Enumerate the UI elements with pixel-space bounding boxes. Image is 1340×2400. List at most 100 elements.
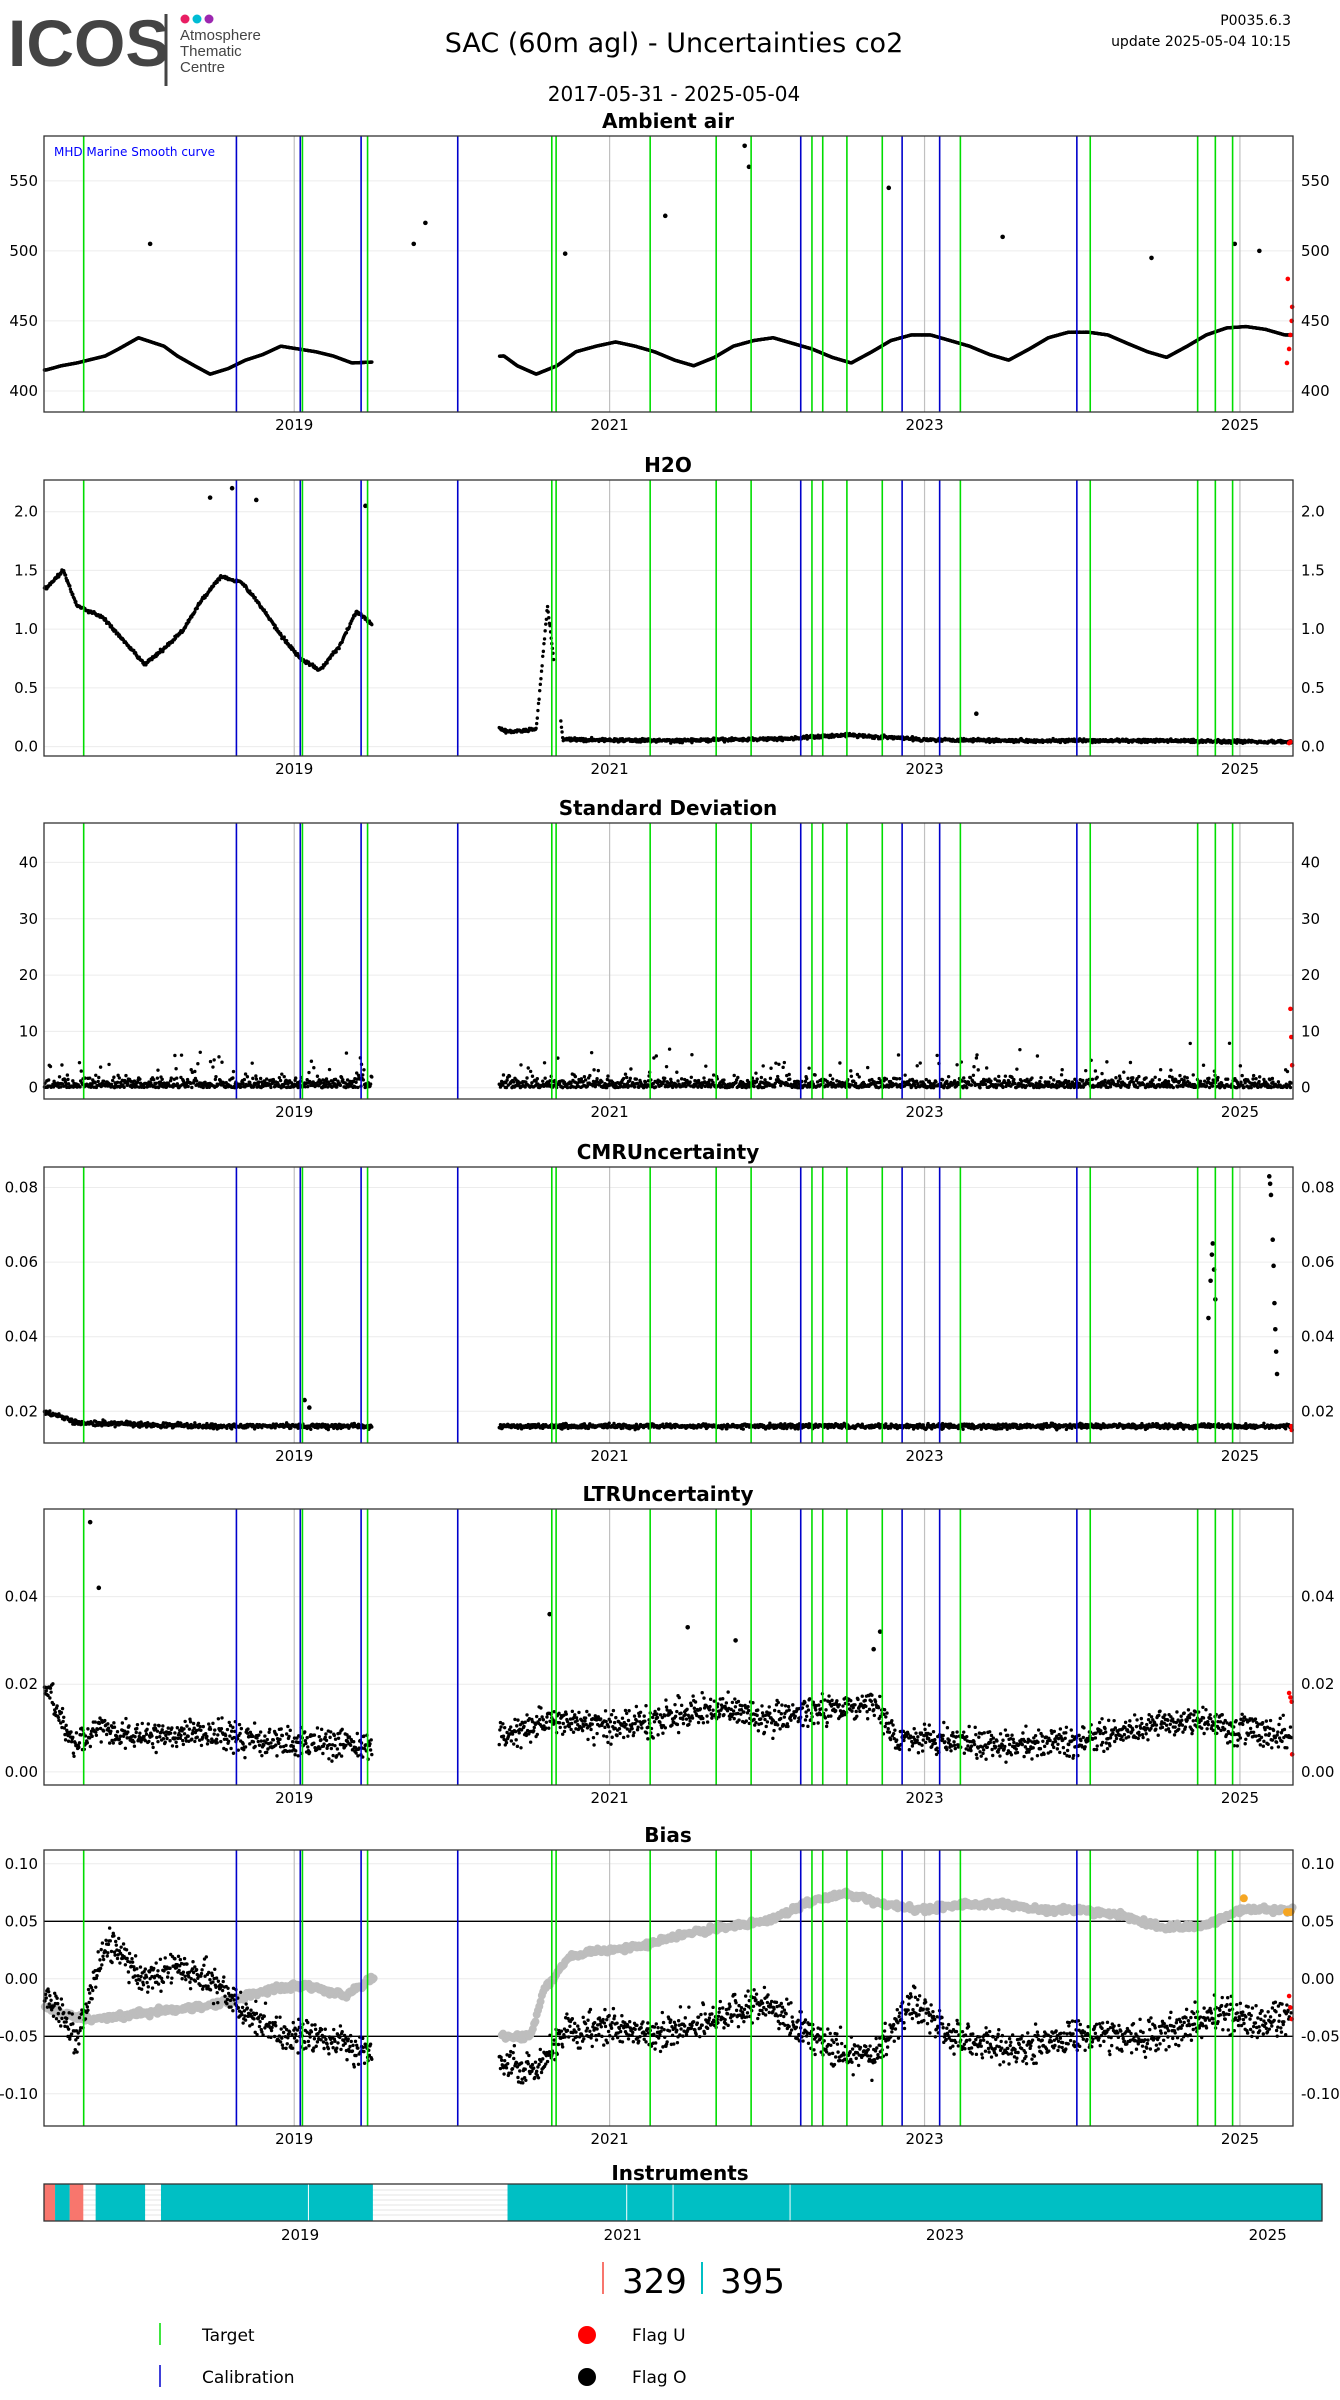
data-point xyxy=(534,726,538,731)
data-point xyxy=(46,1078,51,1082)
data-point xyxy=(530,1074,535,1078)
data-point xyxy=(307,1070,311,1075)
data-point xyxy=(126,1081,130,1086)
data-point xyxy=(142,1085,146,1090)
y-tick-label-right: 0.0 xyxy=(1301,738,1325,756)
data-point xyxy=(886,185,892,191)
data-point xyxy=(96,1079,100,1084)
data-point xyxy=(542,637,547,641)
data-point xyxy=(74,600,78,604)
data-point xyxy=(334,650,338,654)
data-point xyxy=(293,1076,298,1080)
logo-dot-2-icon xyxy=(192,14,202,24)
data-point xyxy=(59,1085,63,1089)
data-point xyxy=(536,708,540,713)
data-point xyxy=(211,1065,215,1069)
data-point xyxy=(217,1055,221,1059)
data-point xyxy=(195,606,199,611)
data-point xyxy=(101,1079,106,1083)
data-point xyxy=(229,485,235,491)
data-point xyxy=(370,1075,374,1079)
y-tick-label-right: 550 xyxy=(1301,172,1330,190)
x-tick-label: 2025 xyxy=(1221,416,1259,434)
data-point xyxy=(501,1073,506,1077)
x-tick-label: 2023 xyxy=(905,1103,943,1121)
data-point xyxy=(324,1077,329,1081)
y-tick-label-right: 20 xyxy=(1301,966,1320,984)
data-point xyxy=(194,1079,199,1083)
data-point xyxy=(65,1073,70,1077)
panel-annotation: MHD Marine Smooth curve xyxy=(54,145,215,159)
data-point xyxy=(541,649,546,654)
data-point xyxy=(175,1076,179,1080)
data-point xyxy=(77,1060,82,1065)
data-point xyxy=(160,1077,164,1081)
data-point xyxy=(156,1068,160,1072)
data-point xyxy=(254,1077,259,1081)
data-point xyxy=(1000,234,1005,240)
y-tick-label: 400 xyxy=(9,382,38,400)
data-point xyxy=(282,1074,286,1079)
data-point xyxy=(198,1050,202,1054)
data-point xyxy=(122,1085,126,1089)
y-tick-label-right: 30 xyxy=(1301,910,1320,928)
data-point xyxy=(1286,346,1292,352)
data-point xyxy=(112,1075,116,1079)
data-point xyxy=(344,1051,349,1055)
data-points xyxy=(42,1041,1293,1090)
data-point xyxy=(155,1076,160,1080)
data-point xyxy=(71,592,75,597)
y-tick-label-right: 500 xyxy=(1301,242,1330,260)
data-point xyxy=(315,1074,320,1078)
plot-frame xyxy=(43,135,1294,413)
data-point xyxy=(196,1062,200,1066)
data-point xyxy=(251,1076,255,1081)
x-tick-label: 2021 xyxy=(591,416,629,434)
data-point xyxy=(347,625,352,629)
logo-line-2: Thematic xyxy=(180,43,242,60)
data-point xyxy=(93,1081,97,1085)
data-point xyxy=(540,664,544,668)
data-point xyxy=(117,1076,122,1080)
data-point xyxy=(543,1076,547,1080)
data-point xyxy=(546,610,550,614)
data-point xyxy=(306,1084,310,1089)
logo-dot-1-icon xyxy=(180,14,190,24)
data-point xyxy=(368,1082,373,1086)
data-point xyxy=(257,1080,261,1084)
data-point xyxy=(147,241,153,247)
data-point xyxy=(562,251,568,256)
data-point xyxy=(526,1066,530,1070)
data-point xyxy=(186,1084,190,1089)
data-point xyxy=(214,1074,218,1079)
y-tick-label: 2.0 xyxy=(14,503,38,521)
y-tick-label-right: 40 xyxy=(1301,853,1320,871)
x-tick-label: 2019 xyxy=(275,416,313,434)
y-tick-label: 0 xyxy=(28,1079,38,1097)
data-point xyxy=(662,213,668,219)
data-point xyxy=(539,677,543,681)
x-tick-label: 2021 xyxy=(591,760,629,778)
x-tick-label: 2019 xyxy=(275,1103,313,1121)
plot-frame xyxy=(43,479,1294,757)
page-title: SAC (60m agl) - Uncertainties co2 xyxy=(445,28,904,59)
data-point xyxy=(327,1067,332,1072)
data-point xyxy=(265,1077,269,1081)
data-point xyxy=(169,1076,173,1080)
y-tick-label: 30 xyxy=(19,910,38,928)
data-point xyxy=(193,1069,197,1074)
data-point xyxy=(154,1081,158,1085)
data-point xyxy=(356,1085,360,1090)
data-point xyxy=(212,1058,216,1062)
data-point xyxy=(354,1080,358,1084)
data-point xyxy=(241,1081,245,1086)
data-point xyxy=(325,661,329,665)
data-point xyxy=(60,1063,64,1067)
data-point xyxy=(370,360,374,364)
data-point xyxy=(63,1080,68,1084)
data-point xyxy=(254,1074,258,1078)
